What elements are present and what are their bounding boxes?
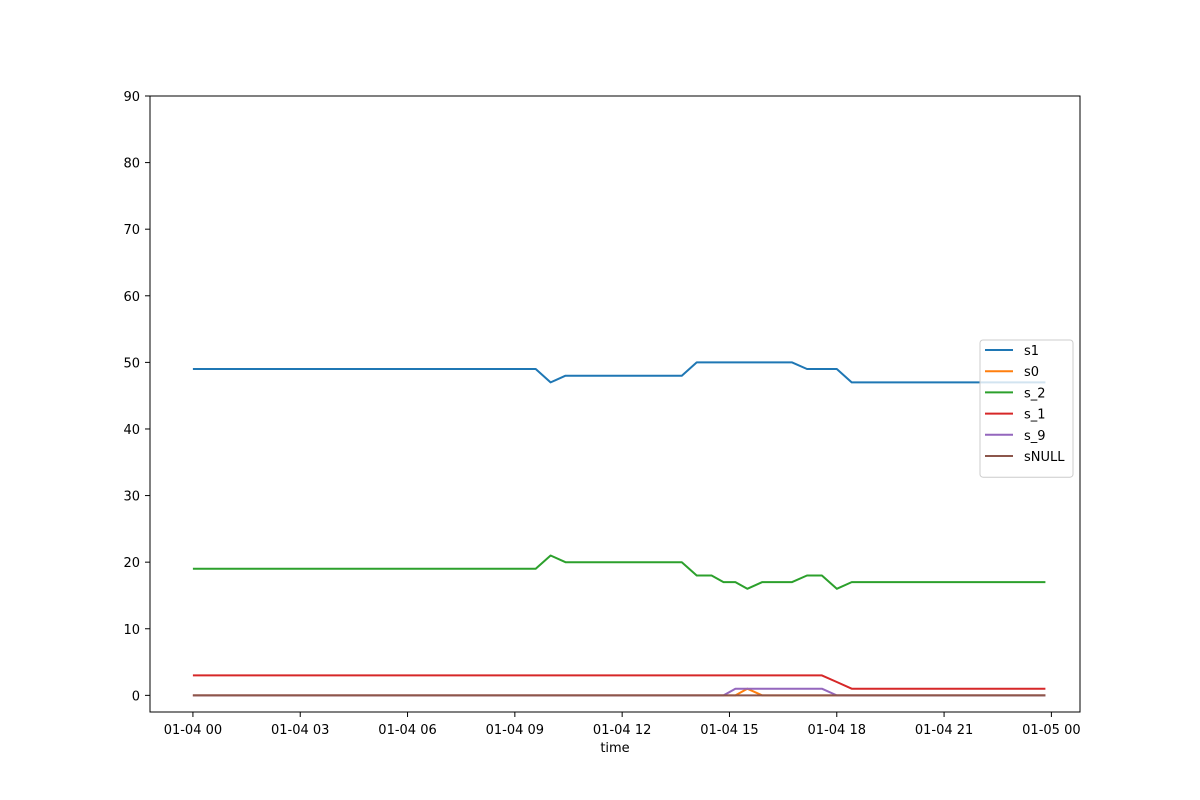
legend-box [979, 339, 1074, 478]
legend-label-s1: s1 [1024, 344, 1039, 359]
x-tick-label: 01-04 15 [700, 723, 758, 738]
y-tick-label: 60 [123, 290, 140, 305]
legend-label-s0: s0 [1024, 365, 1039, 380]
x-tick-label: 01-04 21 [915, 723, 973, 738]
y-tick-label: 80 [123, 157, 140, 172]
legend-label-s_1: s_1 [1024, 408, 1046, 423]
x-axis: 01-04 00 01-04 03 01-04 06 01-04 09 01-04 12… [164, 712, 1081, 738]
legend-label-s_9: s_9 [1024, 429, 1046, 444]
x-tick-label: 01-04 12 [593, 723, 651, 738]
x-tick-label: 01-04 03 [271, 723, 329, 738]
legend-label-sNULL: sNULL [1024, 450, 1065, 465]
series-line-s_1 [192, 674, 1046, 690]
series-line-s1 [192, 361, 1046, 384]
y-axis: 0 10 20 30 40 50 60 70 80 90 [123, 90, 150, 704]
x-tick-label: 01-04 18 [808, 723, 866, 738]
y-tick-label: 20 [123, 556, 140, 571]
series-line-s_9 [192, 687, 1046, 697]
y-tick-label: 70 [123, 223, 140, 238]
x-tick-label: 01-04 00 [164, 723, 222, 738]
series-line-s0 [192, 687, 1046, 697]
legend-label-s_2: s_2 [1024, 386, 1046, 401]
x-tick-label: 01-05 00 [1022, 723, 1080, 738]
x-tick-label: 01-04 06 [378, 723, 436, 738]
series-layer [192, 361, 1046, 697]
legend: s1 s0 s_2 s_1 s_9 sNULL [979, 339, 1074, 478]
y-tick-label: 0 [132, 689, 140, 704]
y-tick-label: 90 [123, 90, 140, 105]
y-tick-label: 50 [123, 356, 140, 371]
plot-frame [149, 95, 1081, 713]
series-line-s_2 [192, 554, 1046, 590]
y-tick-label: 40 [123, 423, 140, 438]
y-tick-label: 30 [123, 490, 140, 505]
x-axis-title: time [600, 741, 629, 756]
x-tick-label: 01-04 09 [486, 723, 544, 738]
y-tick-label: 10 [123, 623, 140, 638]
